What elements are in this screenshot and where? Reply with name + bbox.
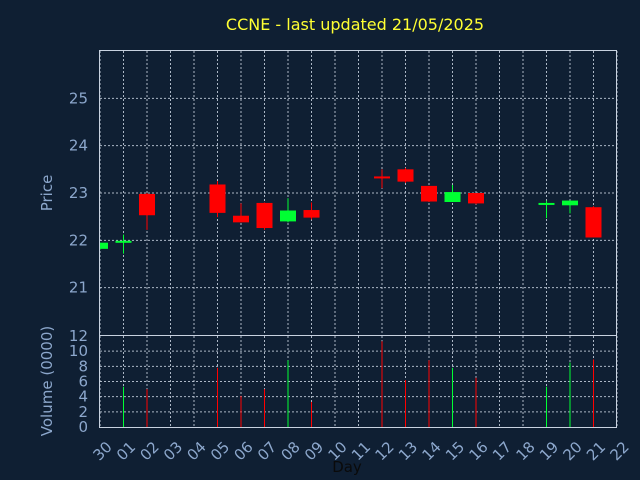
x-tick-label: 08 [278,438,304,464]
x-tick-label: 06 [231,438,257,464]
price-tick-label: 23 [69,184,88,202]
candle [256,202,273,230]
x-tick-label: 01 [113,438,139,464]
x-tick-label: 20 [560,438,586,464]
candle-body [115,240,132,243]
x-axis-label: Day [332,458,362,476]
x-tick-label: 03 [160,438,186,464]
candle [139,193,155,230]
x-tick-label: 19 [536,438,562,464]
candle [374,169,390,189]
x-tick-label: 09 [301,438,327,464]
volume-frame [99,335,617,428]
candle-body [585,207,602,238]
candle [421,185,437,202]
candle-body [100,242,108,249]
x-tick-label: 04 [184,438,210,464]
price-grid [99,51,618,335]
volume-tick-label: 0 [78,418,88,436]
x-tick-label: 07 [254,438,280,464]
candle [209,181,226,218]
volume-tick-label: 2 [78,403,88,421]
candle-body [468,193,484,204]
candle [115,234,132,254]
volume-tick-label: 4 [78,388,88,406]
volume-axis-label: Volume (0000) [38,326,56,436]
candle [99,242,108,250]
candle-body [444,192,461,202]
x-tick-label: 17 [489,438,515,464]
candle-body [139,193,155,216]
volume-tick-label: 6 [78,373,88,391]
x-tick-label: 02 [137,438,163,464]
x-tick-label: 13 [395,438,421,464]
volume-bars [123,341,594,427]
price-candles [99,167,602,254]
chart-title: CCNE - last updated 21/05/2025 [226,15,484,34]
candle-body [374,176,390,179]
candle-body [256,202,273,229]
candle-body [538,202,555,205]
candle-body [233,215,249,223]
candle [444,184,461,202]
price-tick-label: 24 [69,137,88,155]
candle-body [280,210,296,222]
x-tick-label: 18 [513,438,539,464]
candle [303,202,320,220]
candle-body [303,210,320,218]
candle [585,206,602,238]
x-tick-label: 21 [583,438,609,464]
candle-body [209,184,226,213]
x-tick-label: 15 [442,438,468,464]
price-tick-label: 25 [69,89,88,107]
price-axis-label: Price [38,175,56,212]
candle [280,198,296,223]
candle [562,200,578,214]
candle [397,167,414,184]
candle-body [397,169,414,182]
x-tick-label: 30 [90,438,116,464]
price-tick-label: 22 [69,231,88,249]
x-tick-label: 22 [607,438,633,464]
candle [233,203,249,223]
volume-tick-label: 10 [69,342,88,360]
volume-grid [99,336,618,427]
candle [538,200,555,219]
volume-tick-label: 8 [78,357,88,375]
x-tick-label: 12 [372,438,398,464]
x-tick-label: 16 [466,438,492,464]
price-tick-labels: 21 22 23 24 25 [69,89,88,296]
x-tick-label: 05 [207,438,233,464]
volume-tick-label: 12 [69,327,88,345]
candle-body [421,185,437,202]
price-tick-label: 21 [69,279,88,297]
x-tick-label: 14 [419,438,445,464]
candle-body [562,200,578,206]
candle [468,193,484,205]
